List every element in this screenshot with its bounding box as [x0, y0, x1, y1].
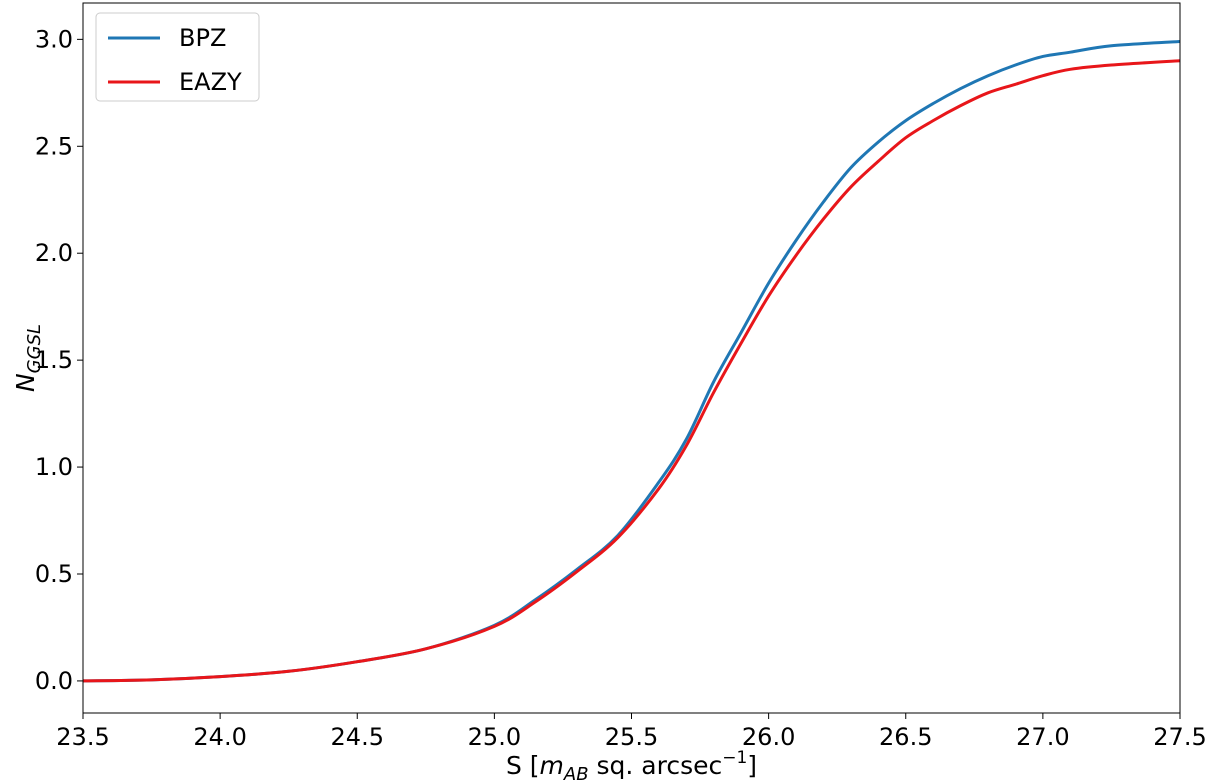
- y-axis-label-var: N: [11, 373, 40, 392]
- series-line-eazy: [83, 59, 1180, 683]
- x-tick-label: 26.0: [742, 723, 795, 751]
- legend: BPZ EAZY: [95, 12, 260, 102]
- y-tick-label: 1.5: [35, 346, 73, 374]
- x-tick-label: 26.5: [879, 723, 932, 751]
- y-tick-label: 0.5: [35, 560, 73, 588]
- x-tick-label: 24.0: [193, 723, 246, 751]
- y-tick-label: 3.0: [35, 25, 73, 53]
- x-axis-label-sup: −1: [722, 748, 747, 768]
- x-axis-label: S [mAB sq. arcsec−1]: [506, 748, 757, 782]
- legend-box: [95, 12, 260, 102]
- x-tick-label: 24.5: [331, 723, 384, 751]
- y-axis-label: NGGSL: [11, 324, 45, 392]
- series-lines: [83, 39, 1180, 683]
- x-axis-label-sub: AB: [563, 764, 589, 782]
- plot-area: [83, 3, 1180, 713]
- plot-background: [83, 3, 1180, 713]
- axes: 23.5 24.0 24.5 25.0 25.5 26.0 26.5 27.0 27.5 0.0 0…: [11, 2, 1207, 782]
- y-axis-label-sub: GGSL: [24, 324, 45, 373]
- y-tick-label: 1.0: [35, 453, 73, 481]
- x-tick-label: 25.5: [605, 723, 658, 751]
- legend-label-eazy: EAZY: [179, 68, 242, 96]
- x-tick-label: 27.5: [1153, 723, 1206, 751]
- x-axis-label-var: m: [540, 751, 564, 780]
- y-tick-label: 2.0: [35, 239, 73, 267]
- y-tick-label: 0.0: [35, 667, 73, 695]
- x-axis-label-prefix: S [: [506, 751, 540, 780]
- legend-label-bpz: BPZ: [179, 24, 226, 52]
- x-tick-label: 25.0: [468, 723, 521, 751]
- x-axis-label-suffix: sq. arcsec: [589, 751, 723, 780]
- x-tick-label: 23.5: [56, 723, 109, 751]
- y-tick-label: 2.5: [35, 132, 73, 160]
- x-tick-label: 27.0: [1016, 723, 1069, 751]
- x-axis-label-close: ]: [747, 751, 757, 780]
